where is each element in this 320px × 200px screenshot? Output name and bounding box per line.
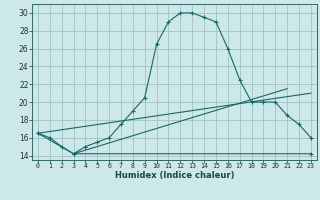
X-axis label: Humidex (Indice chaleur): Humidex (Indice chaleur) xyxy=(115,171,234,180)
